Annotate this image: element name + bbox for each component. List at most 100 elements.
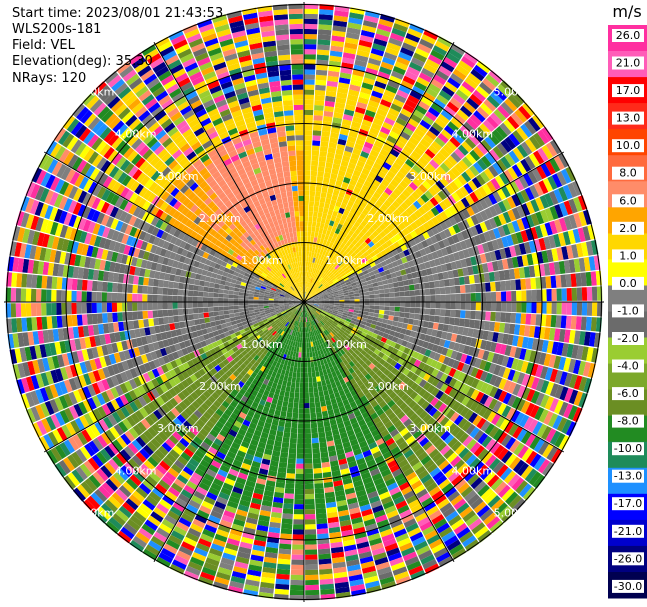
range-gate: [374, 211, 382, 219]
range-gate: [368, 312, 374, 317]
range-gate: [297, 433, 304, 439]
range-gate: [506, 291, 512, 302]
range-gate: [299, 337, 303, 343]
range-gate: [318, 304, 324, 307]
range-gate: [348, 243, 355, 250]
range-gate: [360, 278, 367, 283]
range-gate: [389, 212, 398, 221]
range-gate: [314, 247, 319, 254]
range-gate: [319, 278, 325, 284]
range-gate: [334, 245, 340, 251]
range-gate: [304, 109, 314, 116]
range-gate: [334, 264, 340, 270]
range-gate: [459, 318, 465, 327]
range-gate: [467, 346, 475, 356]
range-gate: [326, 278, 332, 283]
range-gate: [329, 317, 335, 322]
range-gate: [293, 402, 299, 409]
range-gate: [307, 294, 312, 299]
range-gate: [310, 236, 314, 242]
range-gate: [318, 207, 324, 213]
range-gate: [344, 294, 350, 298]
range-gate: [372, 342, 379, 349]
range-gate: [314, 287, 319, 292]
range-gate: [338, 229, 345, 237]
range-gate: [375, 187, 384, 196]
range-gate: [336, 196, 344, 203]
range-gate: [400, 149, 411, 159]
range-gate: [535, 364, 544, 378]
range-gate: [318, 294, 324, 298]
range-gate: [403, 285, 410, 291]
range-gate: [553, 155, 565, 170]
range-gate: [426, 328, 433, 336]
range-gate: [460, 197, 470, 208]
range-gate: [523, 173, 534, 187]
range-gate: [398, 222, 406, 231]
range-gate: [323, 294, 329, 297]
range-gate: [435, 380, 445, 390]
range-gate: [462, 345, 471, 355]
range-gate: [308, 298, 314, 301]
range-gate: [506, 234, 514, 247]
range-gate: [413, 394, 422, 404]
range-gate: [540, 209, 549, 223]
range-gate: [509, 346, 517, 358]
range-gate: [346, 167, 355, 175]
range-gate: [334, 303, 340, 306]
range-gate: [293, 509, 304, 515]
range-gate: [422, 222, 431, 231]
range-gate: [355, 340, 362, 347]
range-gate: [380, 126, 391, 135]
range-gate: [315, 371, 320, 377]
range-gate: [406, 224, 414, 233]
range-gate: [304, 438, 312, 444]
range-gate: [376, 263, 383, 269]
range-gate: [304, 104, 314, 110]
range-gate: [452, 390, 462, 401]
range-gate: [419, 333, 427, 341]
range-gate: [389, 341, 397, 348]
range-gate: [313, 391, 319, 398]
range-gate: [351, 232, 358, 239]
range-gate: [419, 38, 434, 50]
range-gate: [322, 385, 328, 391]
range-gate: [457, 221, 466, 232]
range-gate: [348, 309, 354, 313]
range-gate: [366, 247, 374, 255]
range-gate: [416, 123, 429, 134]
range-gate: [440, 247, 449, 257]
range-gate: [530, 213, 540, 226]
range-gate: [339, 236, 346, 243]
range-gate: [304, 458, 313, 464]
range-gate: [510, 233, 519, 245]
range-gate: [394, 302, 401, 307]
range-gate: [444, 81, 458, 93]
range-gate: [499, 418, 510, 431]
range-gate: [374, 241, 382, 249]
range-gate: [354, 241, 361, 249]
range-gate: [279, 543, 292, 550]
range-gate: [424, 403, 434, 414]
range-gate: [452, 325, 459, 334]
range-gate: [522, 486, 536, 501]
range-gate: [533, 438, 545, 453]
range-gate: [307, 305, 313, 309]
range-gate: [371, 265, 378, 271]
range-gate: [368, 171, 377, 180]
range-gate: [565, 315, 572, 329]
range-gate: [304, 493, 315, 500]
range-gate: [474, 358, 482, 369]
range-gate: [335, 316, 341, 321]
range-gate: [336, 143, 346, 151]
range-gate: [469, 426, 480, 439]
range-gate: [278, 462, 288, 468]
range-gate: [354, 235, 362, 242]
range-gate: [443, 279, 450, 287]
range-gate: [503, 119, 516, 133]
range-gate: [550, 275, 557, 288]
range-gate: [426, 253, 434, 261]
range-gate: [445, 184, 455, 195]
range-gate: [348, 236, 355, 243]
range-gate: [526, 290, 532, 302]
